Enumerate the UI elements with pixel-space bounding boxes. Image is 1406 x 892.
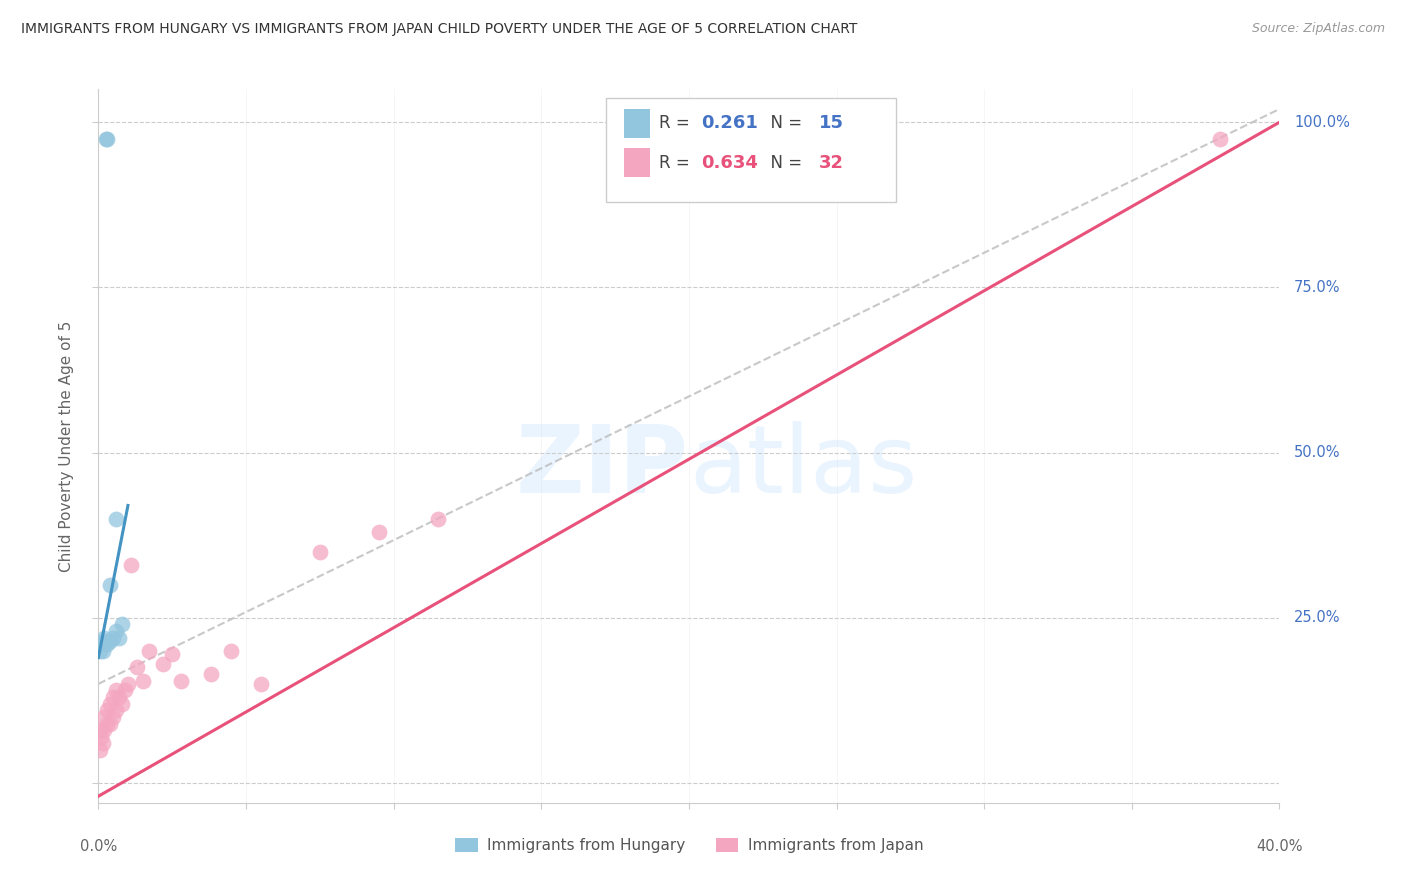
Point: [98, 697, 121, 711]
Point: [93, 631, 115, 645]
FancyBboxPatch shape: [606, 98, 896, 202]
Text: 0.634: 0.634: [700, 153, 758, 171]
Text: 40.0%: 40.0%: [1256, 839, 1303, 855]
Point: [132, 673, 155, 688]
Point: [91, 736, 114, 750]
Text: ZIP: ZIP: [516, 421, 689, 514]
Text: N =: N =: [759, 114, 807, 132]
Text: N =: N =: [759, 153, 807, 171]
Text: 0.0%: 0.0%: [80, 839, 117, 855]
Text: R =: R =: [659, 114, 696, 132]
Point: [117, 677, 139, 691]
Point: [221, 644, 243, 658]
Point: [108, 690, 131, 704]
Point: [93, 710, 115, 724]
Point: [103, 690, 125, 704]
Point: [162, 647, 183, 661]
Point: [90, 723, 112, 738]
Point: [170, 673, 193, 688]
Point: [105, 624, 128, 638]
Text: 25.0%: 25.0%: [1295, 610, 1341, 625]
Point: [309, 545, 332, 559]
Text: R =: R =: [659, 153, 696, 171]
Text: IMMIGRANTS FROM HUNGARY VS IMMIGRANTS FROM JAPAN CHILD POVERTY UNDER THE AGE OF : IMMIGRANTS FROM HUNGARY VS IMMIGRANTS FR…: [21, 22, 858, 37]
Text: 32: 32: [818, 153, 844, 171]
Point: [105, 683, 128, 698]
Point: [103, 710, 125, 724]
Point: [89, 743, 111, 757]
Point: [120, 558, 142, 572]
Point: [125, 660, 148, 674]
Text: Source: ZipAtlas.com: Source: ZipAtlas.com: [1251, 22, 1385, 36]
Point: [89, 644, 111, 658]
Legend: Immigrants from Hungary, Immigrants from Japan: Immigrants from Hungary, Immigrants from…: [449, 831, 929, 859]
Point: [152, 657, 174, 671]
Point: [114, 683, 136, 698]
Point: [105, 511, 128, 525]
Point: [111, 697, 134, 711]
Point: [98, 578, 121, 592]
Point: [108, 631, 131, 645]
Point: [96, 716, 118, 731]
Point: [90, 730, 112, 744]
Text: 15: 15: [818, 114, 844, 132]
FancyBboxPatch shape: [624, 109, 650, 137]
Point: [368, 524, 391, 539]
Point: [103, 631, 125, 645]
Point: [250, 677, 273, 691]
Point: [96, 132, 118, 146]
Point: [96, 703, 118, 717]
Point: [96, 637, 118, 651]
FancyBboxPatch shape: [624, 148, 650, 177]
Text: 0.261: 0.261: [700, 114, 758, 132]
Point: [427, 511, 450, 525]
Text: 75.0%: 75.0%: [1295, 280, 1341, 295]
Point: [98, 634, 121, 648]
Point: [111, 617, 134, 632]
Point: [200, 667, 222, 681]
Point: [91, 644, 114, 658]
Point: [98, 716, 121, 731]
Point: [138, 644, 160, 658]
Text: 50.0%: 50.0%: [1295, 445, 1341, 460]
Point: [105, 703, 128, 717]
Text: atlas: atlas: [689, 421, 917, 514]
Point: [1209, 132, 1232, 146]
Point: [90, 637, 112, 651]
Point: [94, 132, 117, 146]
Y-axis label: Child Poverty Under the Age of 5: Child Poverty Under the Age of 5: [59, 320, 75, 572]
Point: [93, 634, 115, 648]
Point: [93, 723, 115, 738]
Text: 100.0%: 100.0%: [1295, 115, 1350, 129]
